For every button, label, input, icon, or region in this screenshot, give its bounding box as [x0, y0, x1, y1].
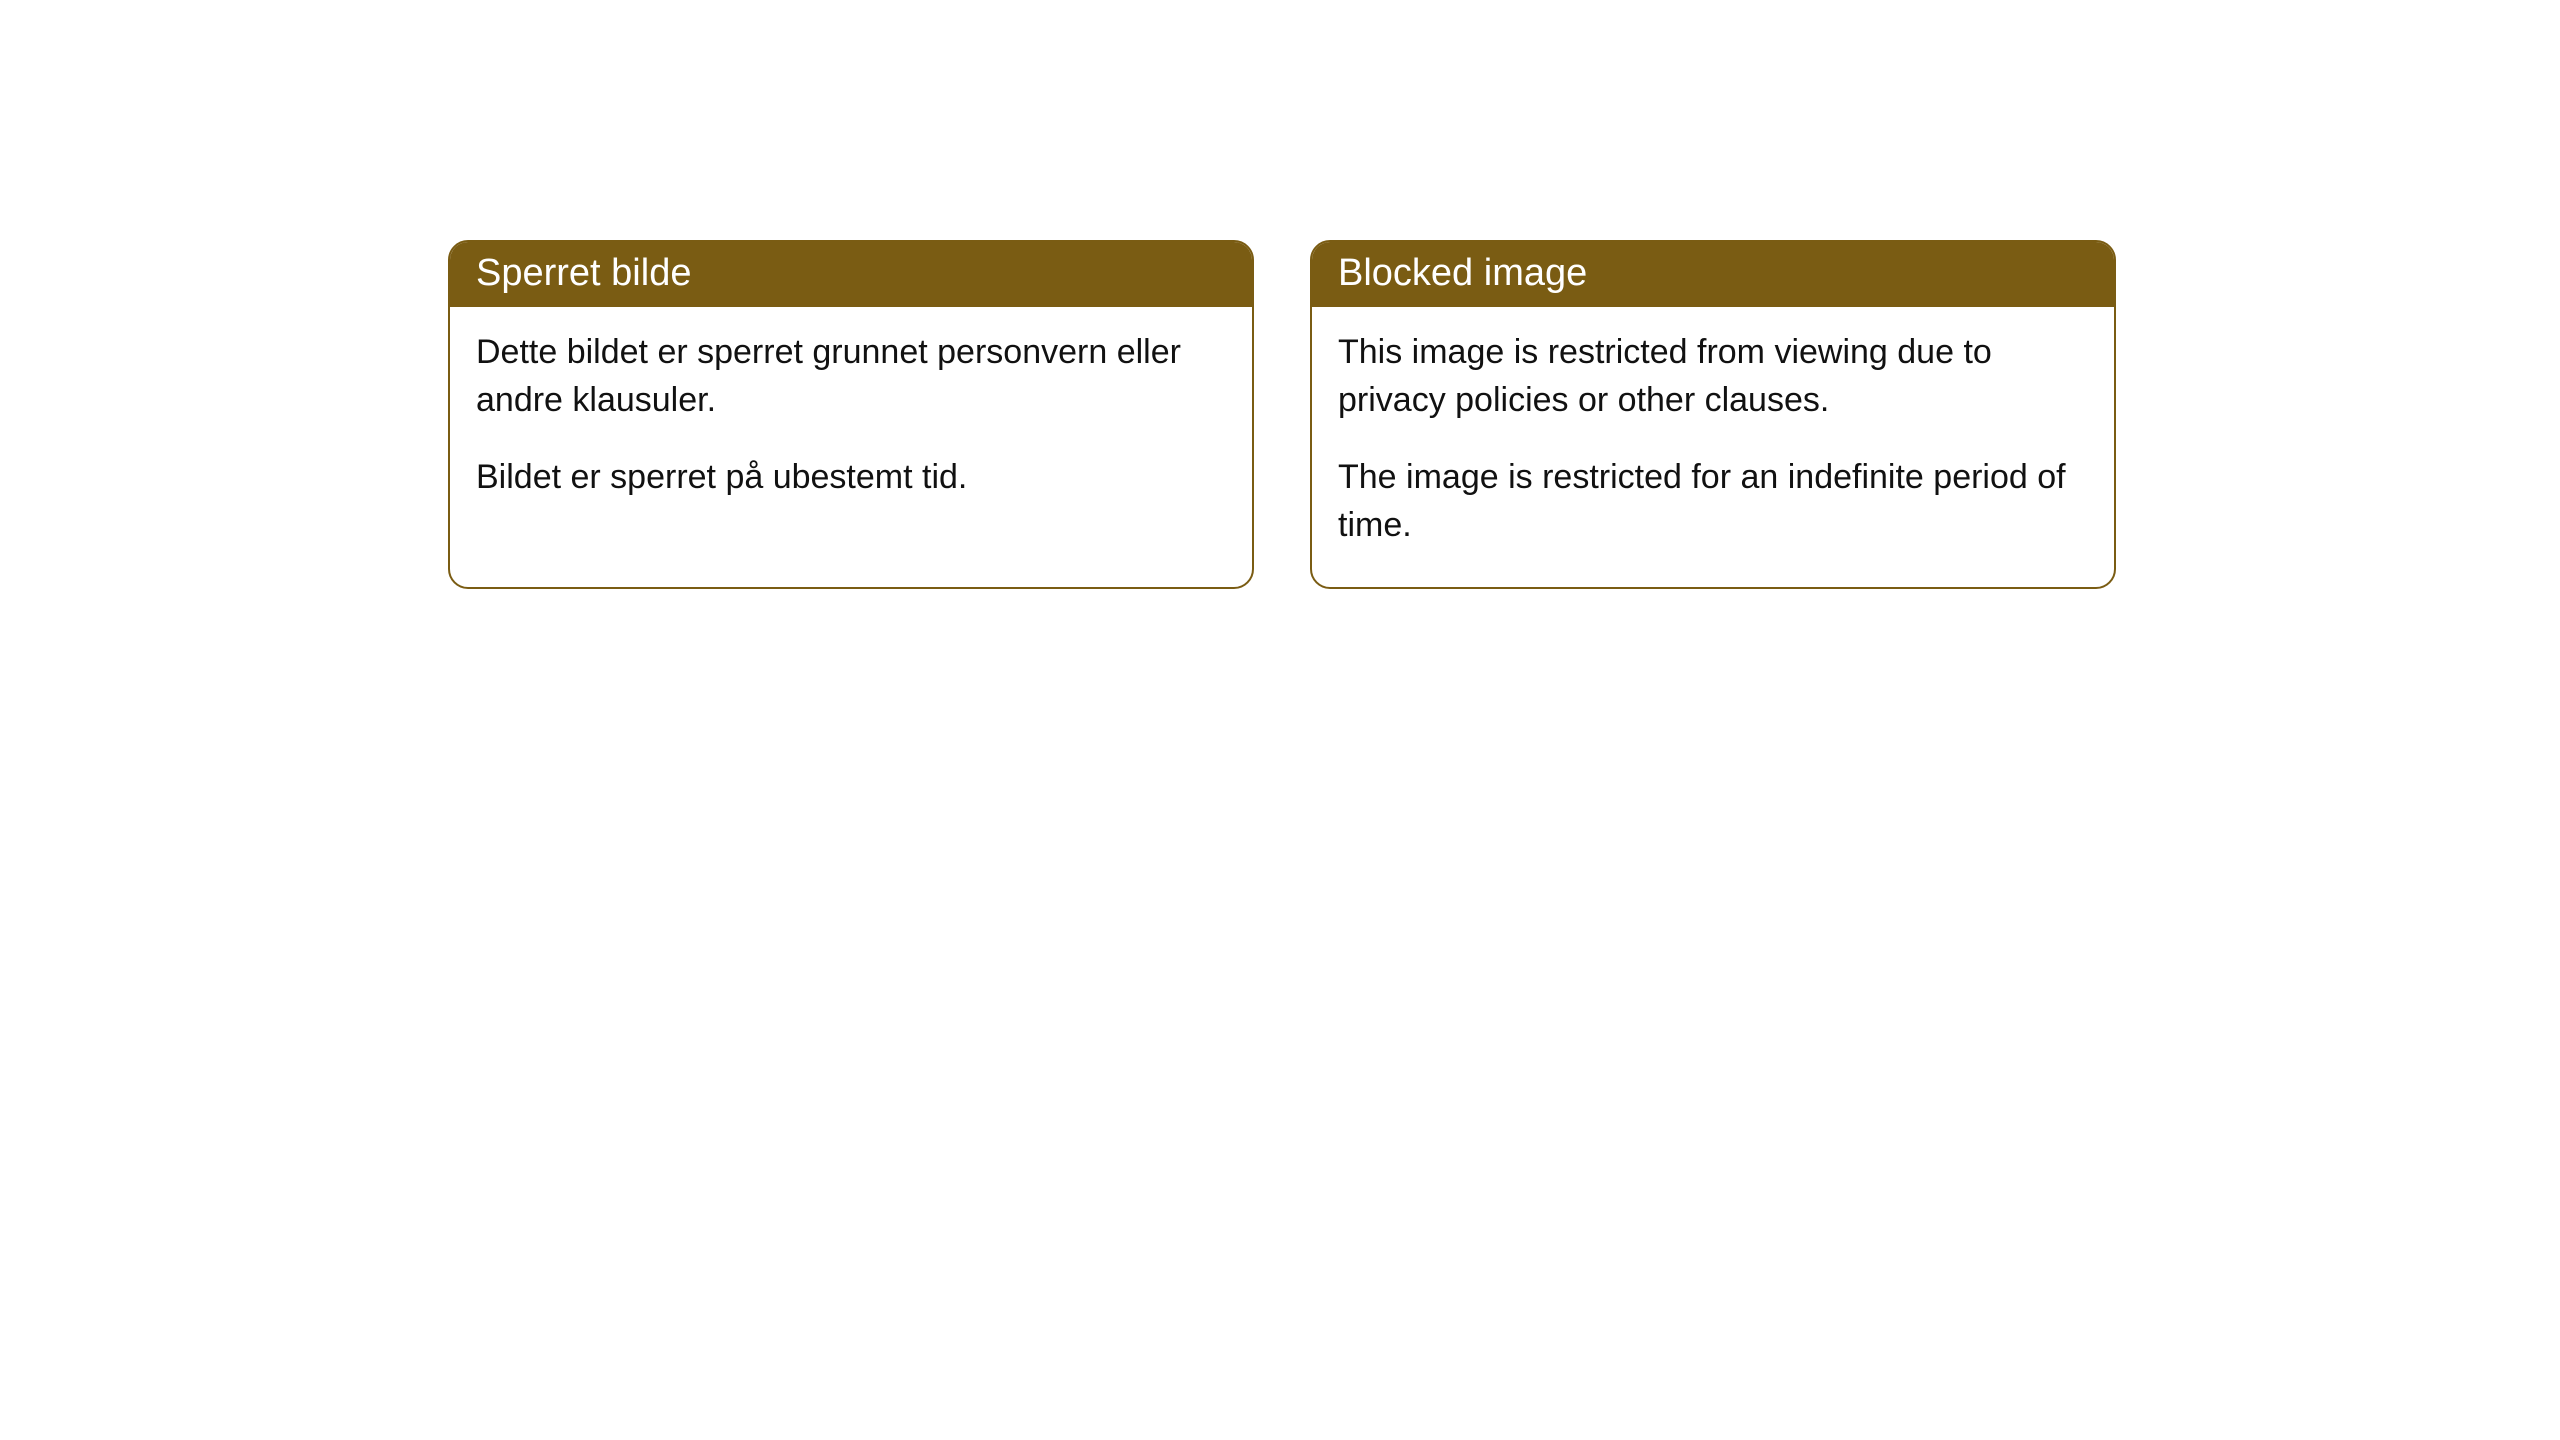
card-body-english: This image is restricted from viewing du… [1312, 307, 2114, 587]
card-title: Blocked image [1338, 252, 1587, 294]
card-header-english: Blocked image [1312, 242, 2114, 307]
card-title: Sperret bilde [476, 252, 691, 294]
card-header-norwegian: Sperret bilde [450, 242, 1252, 307]
card-paragraph: The image is restricted for an indefinit… [1338, 454, 2088, 549]
notice-cards-container: Sperret bilde Dette bildet er sperret gr… [448, 240, 2116, 589]
notice-card-norwegian: Sperret bilde Dette bildet er sperret gr… [448, 240, 1254, 589]
card-body-norwegian: Dette bildet er sperret grunnet personve… [450, 307, 1252, 540]
card-paragraph: Bildet er sperret på ubestemt tid. [476, 454, 1226, 502]
card-paragraph: Dette bildet er sperret grunnet personve… [476, 329, 1226, 424]
notice-card-english: Blocked image This image is restricted f… [1310, 240, 2116, 589]
card-paragraph: This image is restricted from viewing du… [1338, 329, 2088, 424]
